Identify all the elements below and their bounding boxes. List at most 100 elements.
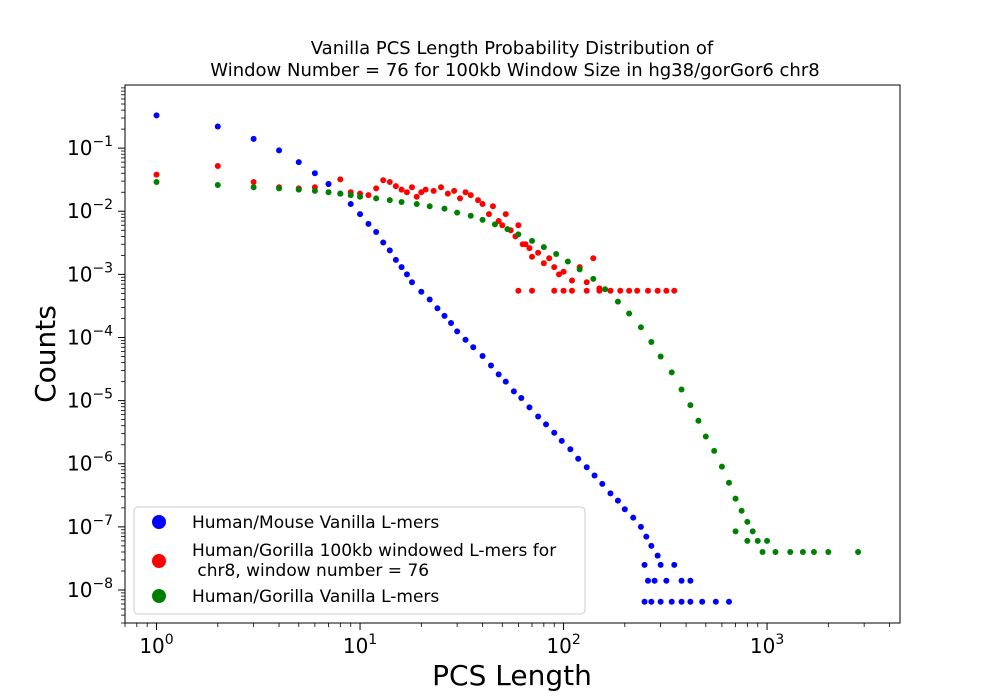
data-point <box>546 255 553 262</box>
data-point <box>614 497 621 504</box>
data-point <box>754 537 761 544</box>
data-point <box>462 336 469 343</box>
data-point <box>583 464 590 471</box>
legend-label-human-gorilla-vanilla: Human/Gorilla Vanilla L-mers <box>192 587 439 607</box>
data-point <box>668 369 675 376</box>
data-point <box>454 209 461 216</box>
data-point <box>408 279 415 286</box>
data-point <box>825 548 832 555</box>
data-point <box>418 288 425 295</box>
data-point <box>567 446 574 453</box>
data-point <box>643 533 650 540</box>
data-point <box>451 187 458 194</box>
legend-marker-human-mouse <box>152 515 166 529</box>
data-point <box>678 577 685 584</box>
y-tick-label: 10−4 <box>67 323 113 349</box>
data-point <box>495 371 502 378</box>
data-point <box>607 490 614 497</box>
data-point <box>626 287 633 294</box>
data-point <box>651 577 658 584</box>
data-point <box>556 271 563 278</box>
data-point <box>392 256 399 263</box>
data-point <box>214 123 221 130</box>
data-point <box>485 211 492 218</box>
data-point <box>596 287 603 294</box>
plot-frame <box>124 84 901 624</box>
legend: Human/Mouse Vanilla L-mers Human/Gorilla… <box>133 506 586 615</box>
data-point <box>380 177 387 184</box>
data-point <box>403 189 410 196</box>
data-point <box>373 195 380 202</box>
data-point <box>413 193 420 200</box>
data-point <box>738 507 745 514</box>
data-point <box>634 287 641 294</box>
data-point <box>454 328 461 335</box>
data-point <box>153 112 160 119</box>
data-point <box>502 378 509 385</box>
data-point <box>529 253 536 260</box>
data-point <box>398 186 405 193</box>
data-point <box>630 514 637 521</box>
data-point <box>725 479 732 486</box>
data-point <box>386 197 393 204</box>
data-point <box>325 181 332 188</box>
legend-label-human-mouse: Human/Mouse Vanilla L-mers <box>192 513 439 533</box>
data-point <box>365 220 372 227</box>
data-point <box>479 216 486 223</box>
data-point <box>699 598 706 605</box>
data-point <box>386 179 393 186</box>
data-point <box>668 598 675 605</box>
data-point <box>444 190 451 197</box>
data-point <box>502 211 509 218</box>
data-point <box>744 518 751 525</box>
legend-marker-human-gorilla-windowed <box>152 554 166 568</box>
data-point <box>408 184 415 191</box>
data-point <box>678 386 685 393</box>
data-point <box>526 404 533 411</box>
data-point <box>311 187 318 194</box>
data-point <box>522 241 529 248</box>
data-point <box>515 287 522 294</box>
data-point <box>648 338 655 345</box>
data-point <box>535 249 542 256</box>
data-point <box>718 463 725 470</box>
data-point <box>250 184 257 191</box>
x-axis-label: PCS Length <box>432 659 592 692</box>
data-point <box>529 237 536 244</box>
data-point <box>626 310 633 317</box>
y-tick-label: 10−5 <box>67 387 113 413</box>
data-point <box>695 417 702 424</box>
data-point <box>515 222 522 229</box>
data-point <box>712 598 719 605</box>
data-point <box>749 528 756 535</box>
data-point <box>337 190 344 197</box>
data-point <box>518 395 525 402</box>
data-point <box>702 433 709 440</box>
data-point <box>373 185 380 192</box>
x-tick-label: 102 <box>546 632 580 658</box>
data-point <box>347 192 354 199</box>
data-point <box>744 537 751 544</box>
data-point <box>426 203 433 210</box>
data-point <box>153 171 160 178</box>
data-point <box>663 577 670 584</box>
data-point <box>671 287 678 294</box>
data-point <box>380 239 387 246</box>
data-point <box>487 362 494 369</box>
data-point <box>654 552 661 559</box>
data-point <box>551 264 558 271</box>
data-point <box>621 506 628 513</box>
data-point <box>529 287 536 294</box>
data-point <box>591 472 598 479</box>
data-point <box>671 561 678 568</box>
data-point <box>648 542 655 549</box>
data-point <box>590 275 597 282</box>
data-point <box>553 251 560 258</box>
data-point <box>422 186 429 193</box>
data-point <box>568 277 575 284</box>
data-point <box>551 429 558 436</box>
data-point <box>386 247 393 254</box>
data-point <box>535 413 542 420</box>
legend-box <box>133 506 586 615</box>
